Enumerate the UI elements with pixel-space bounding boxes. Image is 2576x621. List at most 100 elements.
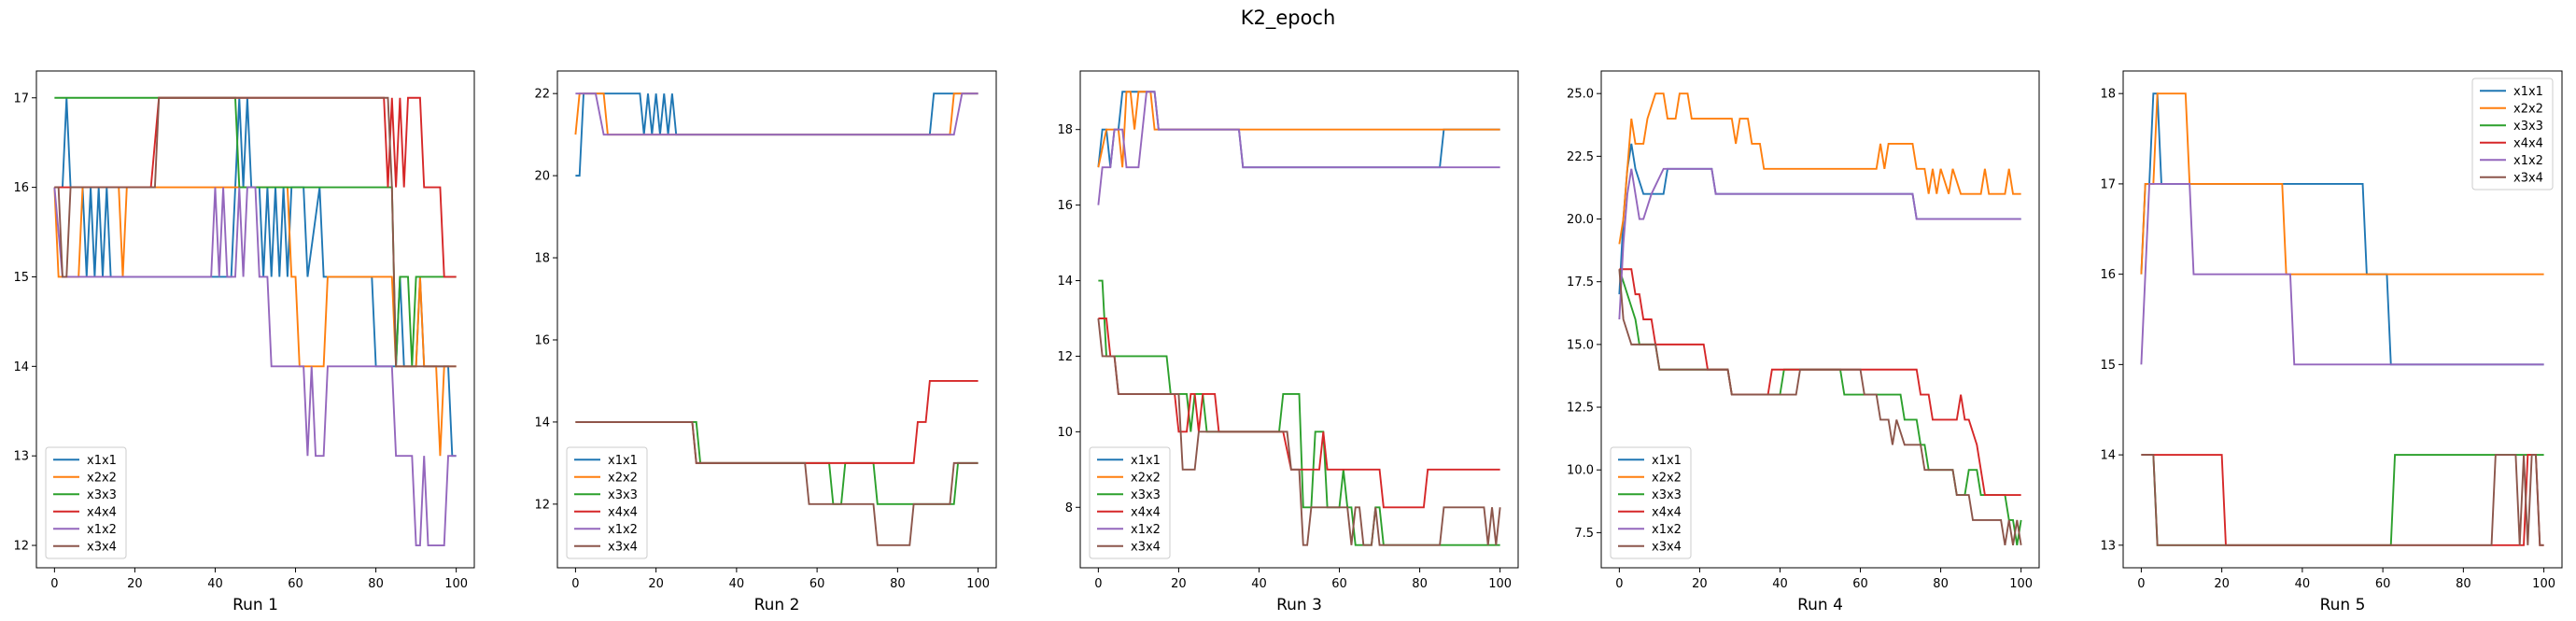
legend-label-x3x4: x3x4: [2513, 171, 2543, 185]
y-tick-label: 12: [1057, 350, 1073, 364]
x-tick-label: 0: [571, 577, 579, 591]
y-tick-label: 17: [2100, 177, 2116, 191]
series-lines: [1618, 92, 2022, 545]
y-tick-label: 16: [534, 333, 550, 347]
x-tick-label: 40: [2295, 577, 2311, 591]
y-tick-label: 10.0: [1567, 464, 1594, 478]
x-tick-label: 100: [444, 577, 468, 591]
legend-label-x1x1: x1x1: [87, 454, 117, 468]
series-lines: [53, 96, 457, 546]
y-tick-label: 16: [1057, 199, 1073, 213]
series-lines: [2140, 92, 2544, 546]
series-line-x3x4: [54, 96, 457, 368]
legend-label-x1x1: x1x1: [1652, 454, 1682, 468]
series-line-x3x4: [2141, 454, 2544, 546]
y-tick-label: 22: [534, 88, 550, 102]
x-tick-label: 40: [1251, 577, 1267, 591]
legend-label-x4x4: x4x4: [87, 505, 117, 519]
x-tick-label: 80: [1412, 577, 1428, 591]
x-tick-label: 20: [1692, 577, 1708, 591]
x-tick-label: 0: [2137, 577, 2145, 591]
legend-label-x3x3: x3x3: [608, 488, 638, 502]
subplot-run-2: 0 20 40 60 80 100 12 14 16 18 20 22 Run 2 x1x1 x2x2 x3x…: [534, 70, 997, 614]
legend-label-x3x4: x3x4: [608, 540, 638, 554]
legend-label-x1x1: x1x1: [2513, 85, 2543, 99]
legend-box: [1610, 446, 1692, 559]
legend-label-x2x2: x2x2: [1652, 471, 1682, 485]
y-tick-label: 13: [2100, 539, 2116, 553]
legend-label-x2x2: x2x2: [1131, 471, 1161, 485]
legend-label-x1x2: x1x2: [1652, 523, 1682, 537]
series-line-x1x2: [1097, 91, 1500, 205]
y-tick-label: 20: [534, 170, 550, 184]
y-tick-label: 12.5: [1567, 402, 1594, 416]
subplot-run-3: 0 20 40 60 80 100 8 10 12 14 16 18 Run 3 x1x1 x2x2 x3x3…: [1057, 70, 1519, 614]
x-axis-label: Run 3: [1276, 596, 1322, 614]
x-tick-label: 20: [2214, 577, 2230, 591]
x-tick-label: 80: [890, 577, 906, 591]
y-tick-label: 17.5: [1567, 275, 1594, 289]
legend-box: [45, 446, 127, 559]
y-tick-label: 18: [2100, 88, 2116, 102]
series-line-x3x4: [1618, 269, 2022, 545]
y-tick-label: 22.5: [1567, 150, 1594, 164]
x-tick-label: 100: [966, 577, 990, 591]
x-tick-label: 80: [2456, 577, 2471, 591]
legend-label-x3x3: x3x3: [1131, 488, 1161, 502]
legend: x1x1 x2x2 x3x3 x4x4 x1x2 x3x4: [1089, 446, 1171, 559]
y-tick-label: 14: [13, 360, 29, 374]
x-tick-label: 40: [1772, 577, 1788, 591]
x-tick-label: 60: [288, 577, 303, 591]
series-line-x2x2: [2140, 92, 2544, 275]
series-line-x3x4: [575, 420, 978, 546]
axes-frame: [2122, 70, 2563, 569]
y-tick-label: 18: [1057, 123, 1073, 137]
legend-label-x4x4: x4x4: [1652, 505, 1682, 519]
y-tick-label: 15: [13, 271, 29, 285]
legend: x1x1 x2x2 x3x3 x4x4 x1x2 x3x4: [1610, 446, 1692, 559]
series-line-x2x2: [1618, 92, 2021, 245]
series-line-x1x1: [54, 97, 457, 458]
x-axis-label: Run 2: [754, 596, 800, 614]
x-tick-label: 40: [207, 577, 223, 591]
y-tick-label: 12: [13, 540, 29, 554]
axes-frame: [1079, 70, 1519, 569]
x-tick-label: 0: [1094, 577, 1102, 591]
series-line-x1x2: [2140, 182, 2544, 366]
y-tick-label: 14: [2100, 449, 2116, 463]
x-axis-label: Run 5: [2320, 596, 2366, 614]
x-tick-label: 40: [729, 577, 745, 591]
legend-label-x3x4: x3x4: [1131, 540, 1161, 554]
legend: x1x1 x2x2 x3x3 x4x4 x1x2 x3x4: [2471, 78, 2554, 191]
x-tick-label: 60: [2375, 577, 2391, 591]
x-tick-label: 100: [2532, 577, 2555, 591]
legend: x1x1 x2x2 x3x3 x4x4 x1x2 x3x4: [566, 446, 648, 559]
legend-box: [1089, 446, 1171, 559]
subplot-run-1: 0 20 40 60 80 100 12 13 14 15 16 17 Run 1 x1x1 x2x2 x3x…: [13, 70, 475, 614]
legend-label-x1x2: x1x2: [608, 523, 638, 537]
subplot-run-5: 0 20 40 60 80 100 13 14 15 16 17 18 Run 5 x1x1 x2x2 x3x…: [2100, 70, 2563, 614]
legend-label-x4x4: x4x4: [1131, 505, 1161, 519]
y-tick-label: 12: [534, 498, 550, 512]
series-line-x1x2: [1618, 167, 2021, 320]
y-tick-label: 18: [534, 252, 550, 266]
y-tick-label: 15.0: [1567, 338, 1594, 352]
x-tick-label: 20: [127, 577, 143, 591]
axes-frame: [556, 70, 997, 569]
legend-label-x4x4: x4x4: [2513, 136, 2543, 150]
y-tick-label: 15: [2100, 359, 2116, 373]
subplot-run-4: 0 20 40 60 80 100 7.5 10.0 12.5 15.0 17.5 20.0 22.5 2…: [1567, 70, 2040, 614]
y-tick-label: 7.5: [1574, 527, 1594, 541]
x-tick-label: 80: [1933, 577, 1949, 591]
legend-box: [2471, 78, 2554, 191]
legend-label-x1x1: x1x1: [608, 454, 638, 468]
legend: x1x1 x2x2 x3x3 x4x4 x1x2 x3x4: [45, 446, 127, 559]
y-tick-label: 16: [13, 181, 29, 195]
legend-label-x3x3: x3x3: [87, 488, 117, 502]
x-axis-label: Run 4: [1797, 596, 1843, 614]
y-tick-label: 13: [13, 450, 29, 464]
x-tick-label: 100: [2009, 577, 2033, 591]
y-tick-label: 8: [1065, 501, 1073, 515]
